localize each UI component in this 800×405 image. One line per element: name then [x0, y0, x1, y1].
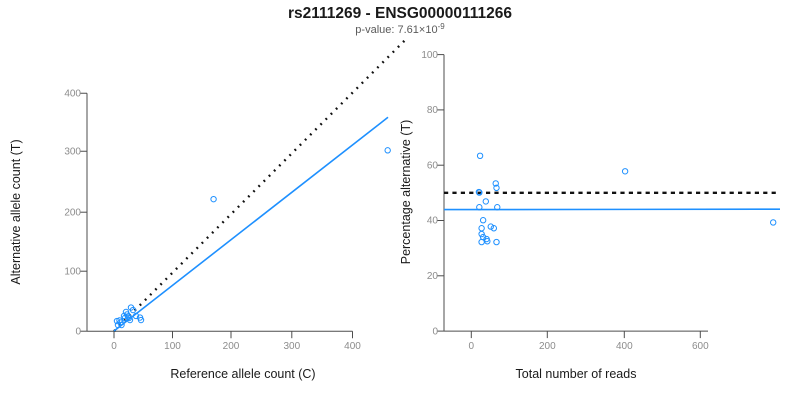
svg-text:200: 200 — [223, 341, 240, 352]
svg-text:100: 100 — [164, 341, 181, 352]
svg-text:p-value: 7.61×10-9: p-value: 7.61×10-9 — [355, 22, 445, 37]
svg-text:rs2111269 - ENSG00000111266: rs2111269 - ENSG00000111266 — [288, 5, 512, 22]
svg-text:60: 60 — [427, 160, 439, 171]
svg-text:400: 400 — [64, 89, 81, 100]
svg-text:200: 200 — [539, 341, 556, 352]
svg-text:80: 80 — [427, 105, 439, 116]
svg-text:200: 200 — [64, 208, 81, 219]
svg-text:0: 0 — [469, 341, 475, 352]
svg-text:0: 0 — [111, 341, 117, 352]
svg-text:Reference allele count (C): Reference allele count (C) — [170, 367, 315, 381]
svg-text:100: 100 — [64, 267, 81, 278]
svg-text:0: 0 — [75, 327, 81, 338]
svg-text:40: 40 — [427, 216, 439, 227]
svg-text:300: 300 — [64, 147, 81, 158]
svg-text:Alternative allele count (T): Alternative allele count (T) — [9, 139, 23, 284]
svg-text:Percentage alternative (T): Percentage alternative (T) — [399, 120, 413, 265]
svg-text:Total number of reads: Total number of reads — [516, 367, 637, 381]
svg-text:0: 0 — [432, 326, 438, 337]
svg-text:20: 20 — [427, 271, 439, 282]
svg-text:600: 600 — [692, 341, 709, 352]
svg-text:400: 400 — [616, 341, 633, 352]
svg-text:300: 300 — [283, 341, 300, 352]
svg-text:100: 100 — [421, 50, 438, 61]
svg-text:400: 400 — [344, 341, 361, 352]
